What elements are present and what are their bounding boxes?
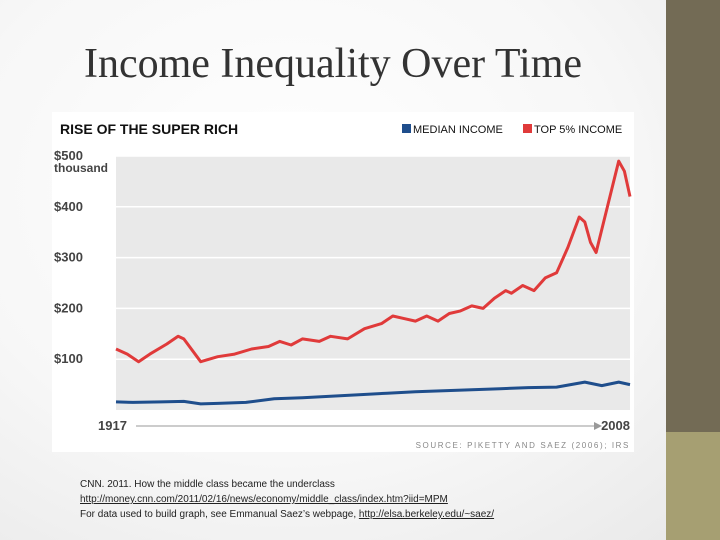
data-source-text: For data used to build graph, see Emmanu… bbox=[80, 509, 357, 520]
median-income-line bbox=[115, 380, 631, 406]
legend-top5-swatch bbox=[523, 124, 532, 133]
y-tick-label: $100 bbox=[54, 351, 83, 366]
slide-title: Income Inequality Over Time bbox=[83, 41, 583, 87]
y-axis-ticks: $500 $400 $300 $200 $100 bbox=[54, 148, 83, 366]
citation-line: CNN. 2011. How the middle class became t… bbox=[80, 479, 335, 490]
y-tick-label: $400 bbox=[54, 199, 83, 214]
chart-title: RISE OF THE SUPER RICH bbox=[60, 121, 238, 137]
cnn-article-link[interactable]: http://money.cnn.com/2011/02/16/news/eco… bbox=[80, 494, 448, 505]
y-tick-label: $500 bbox=[54, 148, 83, 163]
y-tick-label: $200 bbox=[54, 300, 83, 315]
grid-lines bbox=[116, 155, 630, 360]
x-start-label: 1917 bbox=[98, 418, 127, 433]
x-end-label: 2008 bbox=[601, 418, 630, 433]
time-arrow-head bbox=[594, 422, 602, 430]
legend-top5-label: TOP 5% INCOME bbox=[534, 124, 622, 136]
y-unit-label: thousand bbox=[54, 161, 108, 175]
y-tick-label: $300 bbox=[54, 250, 83, 265]
plot-area bbox=[116, 156, 630, 410]
side-accent bbox=[666, 432, 720, 540]
saez-webpage-link[interactable]: http://elsa.berkeley.edu/~saez/ bbox=[358, 509, 495, 520]
legend-median-swatch bbox=[402, 124, 411, 133]
series-lines bbox=[115, 159, 632, 406]
citation-block: CNN. 2011. How the middle class became t… bbox=[80, 477, 660, 522]
legend-median-label: MEDIAN INCOME bbox=[413, 124, 503, 136]
income-chart: RISE OF THE SUPER RICH MEDIAN INCOME TOP… bbox=[52, 112, 634, 452]
top5-income-line bbox=[115, 159, 632, 364]
source-note: SOURCE: PIKETTY AND SAEZ (2006); IRS bbox=[416, 441, 630, 450]
